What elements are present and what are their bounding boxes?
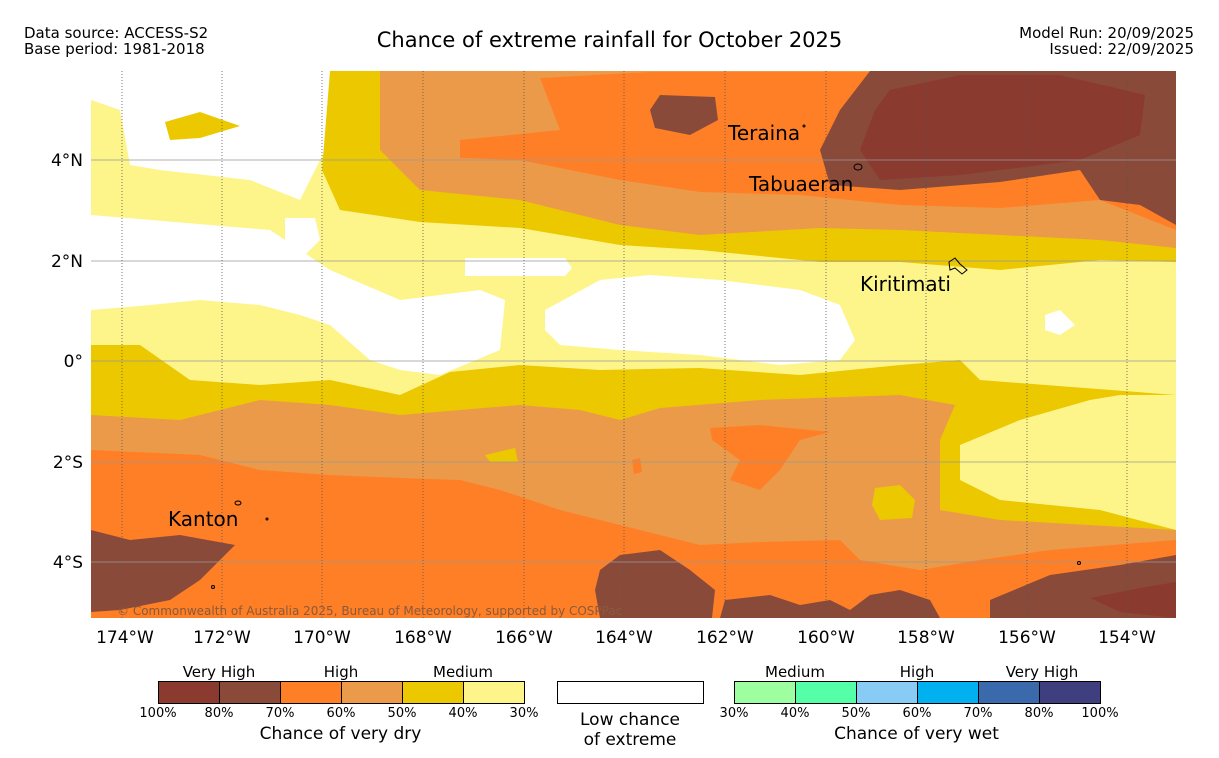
lon-label-158w: 158°W (897, 628, 955, 648)
dry-tick-100: 100% (139, 706, 177, 721)
region-white-east (1045, 310, 1075, 335)
wet-swatch-30-40 (735, 682, 796, 703)
dry-category-medium: Medium (433, 663, 493, 681)
dry-swatch-50-40 (403, 682, 464, 703)
region-darkred-northeast (860, 75, 1145, 180)
island-kanton (234, 500, 242, 506)
lon-label-154w: 154°W (1098, 628, 1156, 648)
low-chance-line2: of extreme (583, 730, 677, 750)
header-left: Data source: ACCESS-S2 Base period: 1981… (24, 25, 208, 57)
dry-tick-70: 70% (265, 706, 295, 721)
island-small-1 (265, 517, 269, 521)
wet-tick-30: 30% (719, 706, 749, 721)
wet-swatch-80-100 (1040, 682, 1100, 703)
dry-swatch-40-30 (464, 682, 524, 703)
dry-category-high: High (323, 663, 359, 681)
region-white-north (91, 71, 330, 200)
region-darkred-southeast (1090, 582, 1176, 618)
wet-caption: Chance of very wet (834, 724, 999, 744)
region-white-central (545, 275, 855, 365)
region-white-dot (285, 218, 320, 255)
region-white-strip (465, 258, 572, 276)
lat-label-2n: 2°N (50, 252, 83, 272)
data-source-text: Data source: ACCESS-S2 (24, 24, 209, 42)
wet-tick-80: 80% (1024, 706, 1054, 721)
lon-label-166w: 166°W (495, 628, 553, 648)
region-gold-small-west (485, 448, 518, 462)
wet-swatch-40-50 (796, 682, 857, 703)
lon-label-162w: 162°W (696, 628, 754, 648)
region-brown-southwest (91, 530, 235, 612)
region-brown-south-right (720, 590, 940, 618)
dry-colorbar (158, 681, 525, 704)
island-kiritimati (948, 257, 968, 275)
base-period-text: Base period: 1981-2018 (24, 40, 205, 58)
dry-category-very-high: Very High (182, 663, 256, 681)
lat-label-4s: 4°S (52, 553, 83, 573)
lon-label-164w: 164°W (595, 628, 653, 648)
dry-tick-40: 40% (448, 706, 478, 721)
island-small-4 (802, 124, 806, 128)
wet-swatch-70-80 (979, 682, 1040, 703)
wet-category-medium: Medium (765, 663, 825, 681)
dry-tick-60: 60% (326, 706, 356, 721)
header-right: Model Run: 20/09/2025 Issued: 22/09/2025 (1019, 25, 1194, 57)
wet-tick-40: 40% (780, 706, 810, 721)
region-gold-patch (165, 112, 240, 140)
lat-label-0: 0° (63, 352, 83, 372)
lon-label-172w: 172°W (193, 628, 251, 648)
model-run-text: Model Run: 20/09/2025 (1019, 24, 1194, 42)
dry-tick-30: 30% (509, 706, 539, 721)
rainfall-map (91, 71, 1176, 618)
page-title: Chance of extreme rainfall for October 2… (376, 28, 843, 52)
low-chance-line1: Low chance (580, 710, 680, 730)
dry-tick-80: 80% (204, 706, 234, 721)
place-kanton: Kanton (168, 507, 239, 531)
place-kiritimati: Kiritimati (860, 272, 951, 296)
island-small-2 (211, 585, 215, 589)
copyright-notice: © Commonwealth of Australia 2025, Bureau… (117, 604, 623, 618)
place-teraina: Teraina (728, 121, 801, 145)
wet-tick-50: 50% (841, 706, 871, 721)
region-lightyellow-southeast (960, 395, 1176, 530)
region-brown-patch (650, 95, 718, 135)
lon-label-170w: 170°W (293, 628, 351, 648)
dry-swatch-60-50 (342, 682, 403, 703)
place-tabuaeran: Tabuaeran (749, 172, 854, 196)
region-brown-south-center (595, 550, 715, 618)
island-small-3 (1077, 561, 1081, 565)
region-orange-south (91, 450, 1176, 618)
lon-label-174w: 174°W (96, 628, 154, 648)
region-white-west (91, 215, 505, 375)
wet-category-high: High (899, 663, 935, 681)
lat-label-2s: 2°S (52, 453, 83, 473)
wet-tick-60: 60% (902, 706, 932, 721)
wet-tick-70: 70% (963, 706, 993, 721)
issued-text: Issued: 22/09/2025 (1049, 40, 1194, 58)
dry-tick-50: 50% (387, 706, 417, 721)
wet-swatch-50-60 (857, 682, 918, 703)
dry-swatch-100-80 (159, 682, 220, 703)
dry-swatch-80-70 (220, 682, 281, 703)
wet-colorbar (734, 681, 1101, 704)
region-orange-midpatch (710, 425, 830, 490)
low-chance-swatch (557, 681, 704, 704)
island-tabuaeran (853, 163, 863, 171)
wet-category-very-high: Very High (1005, 663, 1079, 681)
low-chance-caption: Low chance of extreme (555, 710, 705, 750)
lon-label-168w: 168°W (394, 628, 452, 648)
lat-label-4n: 4°N (50, 151, 83, 171)
wet-tick-100: 100% (1081, 706, 1119, 721)
lon-label-156w: 156°W (998, 628, 1056, 648)
lon-label-160w: 160°W (797, 628, 855, 648)
dry-swatch-70-60 (281, 682, 342, 703)
region-gold-small-south (872, 485, 915, 520)
wet-swatch-60-70 (918, 682, 979, 703)
dry-caption: Chance of very dry (259, 724, 422, 744)
